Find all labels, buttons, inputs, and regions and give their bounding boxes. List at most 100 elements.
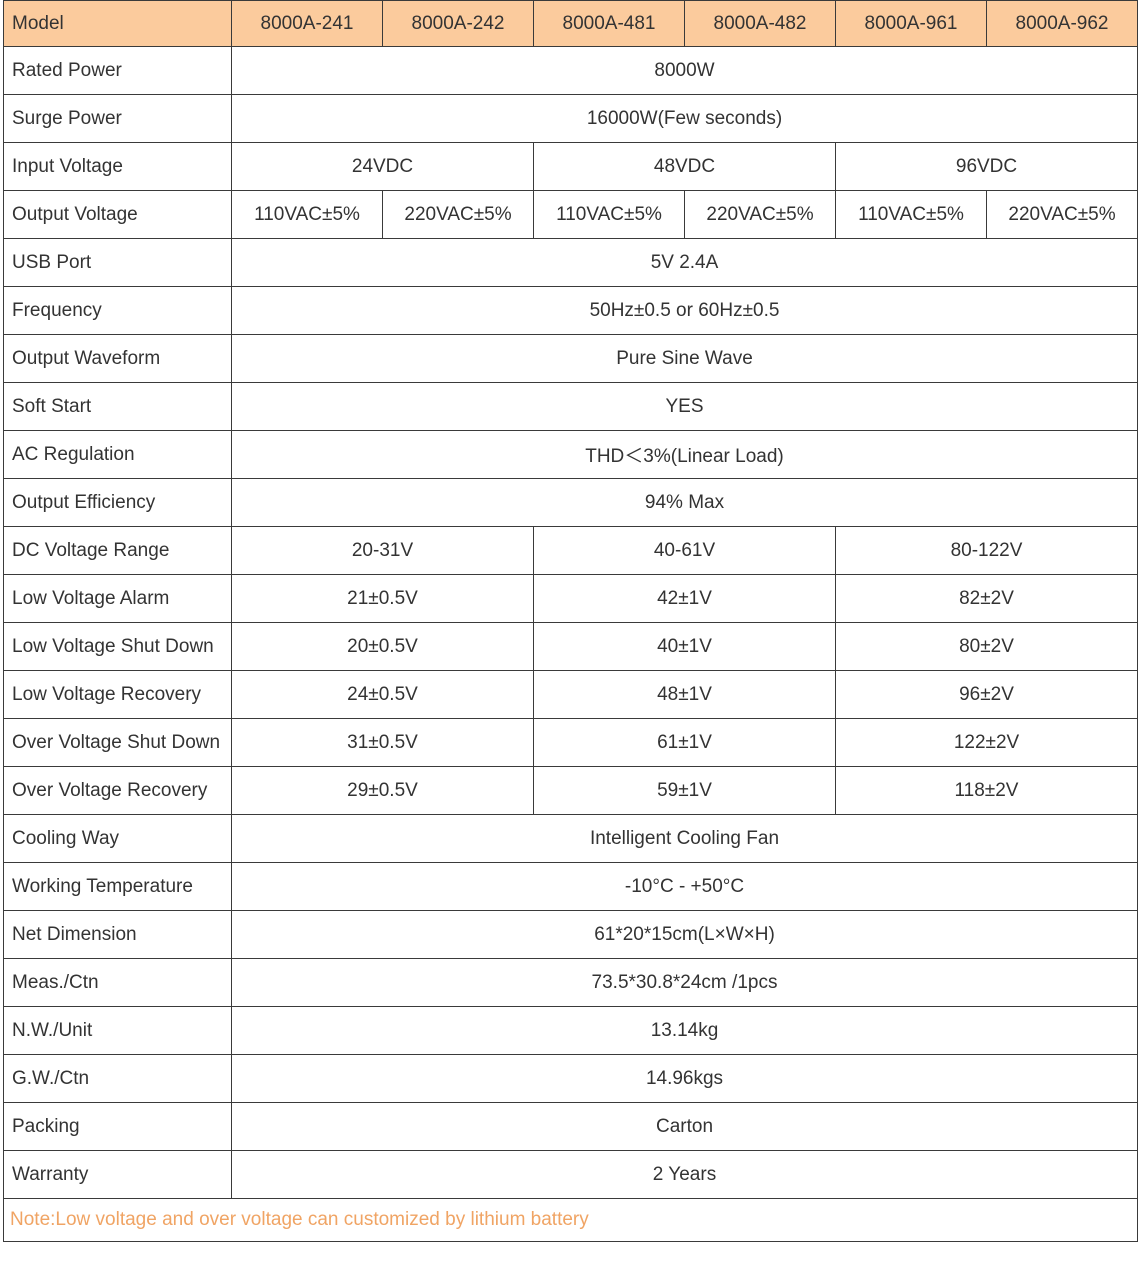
spec-value: 110VAC±5% — [533, 190, 685, 239]
spec-value: 122±2V — [835, 718, 1138, 767]
spec-value: 5V 2.4A — [231, 238, 1138, 287]
spec-value: YES — [231, 382, 1138, 431]
spec-value: 20-31V — [231, 526, 534, 575]
spec-value: 29±0.5V — [231, 766, 534, 815]
spec-row: Over Voltage Shut Down 31±0.5V 61±1V 122±2V — [3, 718, 1138, 767]
spec-label: Input Voltage — [3, 142, 232, 191]
spec-value: 40±1V — [533, 622, 836, 671]
spec-value: 16000W(Few seconds) — [231, 94, 1138, 143]
spec-value: 40-61V — [533, 526, 836, 575]
model-cell: 8000A-961 — [835, 0, 987, 47]
spec-value: 110VAC±5% — [835, 190, 987, 239]
spec-label: Low Voltage Shut Down — [3, 622, 232, 671]
spec-value: 82±2V — [835, 574, 1138, 623]
spec-label: N.W./Unit — [3, 1006, 232, 1055]
spec-value: 20±0.5V — [231, 622, 534, 671]
spec-label: Packing — [3, 1102, 232, 1151]
note: Note:Low voltage and over voltage can cu… — [3, 1198, 1138, 1242]
spec-row: G.W./Ctn 14.96kgs — [3, 1054, 1138, 1103]
spec-row: Output Efficiency 94% Max — [3, 478, 1138, 527]
spec-value: 59±1V — [533, 766, 836, 815]
spec-value: 118±2V — [835, 766, 1138, 815]
spec-label: Warranty — [3, 1150, 232, 1199]
spec-row: Packing Carton — [3, 1102, 1138, 1151]
spec-row: Warranty 2 Years — [3, 1150, 1138, 1199]
spec-value: Carton — [231, 1102, 1138, 1151]
spec-row: Working Temperature -10°C - +50°C — [3, 862, 1138, 911]
spec-row: N.W./Unit 13.14kg — [3, 1006, 1138, 1055]
spec-row: AC Regulation THD＜3%(Linear Load) — [3, 430, 1138, 479]
spec-value: 61±1V — [533, 718, 836, 767]
spec-row: Net Dimension 61*20*15cm(L×W×H) — [3, 910, 1138, 959]
spec-value: 13.14kg — [231, 1006, 1138, 1055]
spec-label: Rated Power — [3, 46, 232, 95]
spec-label: Cooling Way — [3, 814, 232, 863]
spec-value: THD＜3%(Linear Load) — [231, 430, 1138, 479]
model-cell: 8000A-241 — [231, 0, 383, 47]
spec-value: 48VDC — [533, 142, 836, 191]
spec-value: 220VAC±5% — [684, 190, 836, 239]
spec-row: Rated Power 8000W — [3, 46, 1138, 95]
spec-row: USB Port 5V 2.4A — [3, 238, 1138, 287]
spec-table: Model 8000A-241 8000A-242 8000A-481 8000A-48… — [3, 0, 1138, 1242]
spec-value: 21±0.5V — [231, 574, 534, 623]
spec-value: 94% Max — [231, 478, 1138, 527]
spec-row: Meas./Ctn 73.5*30.8*24cm /1pcs — [3, 958, 1138, 1007]
spec-label: Output Voltage — [3, 190, 232, 239]
spec-row: Cooling Way Intelligent Cooling Fan — [3, 814, 1138, 863]
spec-row: Soft Start YES — [3, 382, 1138, 431]
spec-value: Pure Sine Wave — [231, 334, 1138, 383]
spec-value: 96±2V — [835, 670, 1138, 719]
spec-value: 50Hz±0.5 or 60Hz±0.5 — [231, 286, 1138, 335]
spec-value: 61*20*15cm(L×W×H) — [231, 910, 1138, 959]
header-label: Model — [3, 0, 232, 47]
spec-label: Over Voltage Shut Down — [3, 718, 232, 767]
spec-value: 24±0.5V — [231, 670, 534, 719]
spec-label: Low Voltage Alarm — [3, 574, 232, 623]
model-cell: 8000A-962 — [986, 0, 1138, 47]
spec-value: 220VAC±5% — [382, 190, 534, 239]
spec-label: G.W./Ctn — [3, 1054, 232, 1103]
spec-value: 80-122V — [835, 526, 1138, 575]
spec-value: 110VAC±5% — [231, 190, 383, 239]
spec-value: 31±0.5V — [231, 718, 534, 767]
spec-value: 42±1V — [533, 574, 836, 623]
spec-label: Frequency — [3, 286, 232, 335]
spec-label: AC Regulation — [3, 430, 232, 479]
spec-row: Low Voltage Recovery 24±0.5V 48±1V 96±2V — [3, 670, 1138, 719]
spec-value: 73.5*30.8*24cm /1pcs — [231, 958, 1138, 1007]
spec-value: 14.96kgs — [231, 1054, 1138, 1103]
model-cell: 8000A-481 — [533, 0, 685, 47]
spec-value: 8000W — [231, 46, 1138, 95]
spec-label: Output Waveform — [3, 334, 232, 383]
spec-value: 48±1V — [533, 670, 836, 719]
spec-row: Over Voltage Recovery 29±0.5V 59±1V 118±2V — [3, 766, 1138, 815]
model-cell: 8000A-242 — [382, 0, 534, 47]
spec-row: Low Voltage Alarm 21±0.5V 42±1V 82±2V — [3, 574, 1138, 623]
spec-value: 2 Years — [231, 1150, 1138, 1199]
spec-label: Net Dimension — [3, 910, 232, 959]
spec-row: Output Voltage 110VAC±5% 220VAC±5% 110VAC±5… — [3, 190, 1138, 239]
header-row: Model 8000A-241 8000A-242 8000A-481 8000A-48… — [3, 0, 1138, 47]
model-cell: 8000A-482 — [684, 0, 836, 47]
note-row: Note:Low voltage and over voltage can cu… — [3, 1198, 1138, 1242]
spec-label: USB Port — [3, 238, 232, 287]
spec-row: Input Voltage 24VDC 48VDC 96VDC — [3, 142, 1138, 191]
spec-row: Output Waveform Pure Sine Wave — [3, 334, 1138, 383]
spec-label: DC Voltage Range — [3, 526, 232, 575]
spec-value: Intelligent Cooling Fan — [231, 814, 1138, 863]
spec-value: -10°C - +50°C — [231, 862, 1138, 911]
spec-label: Working Temperature — [3, 862, 232, 911]
spec-row: Low Voltage Shut Down 20±0.5V 40±1V 80±2V — [3, 622, 1138, 671]
spec-label: Soft Start — [3, 382, 232, 431]
spec-label: Surge Power — [3, 94, 232, 143]
spec-label: Over Voltage Recovery — [3, 766, 232, 815]
spec-label: Low Voltage Recovery — [3, 670, 232, 719]
spec-value: 220VAC±5% — [986, 190, 1138, 239]
spec-value: 80±2V — [835, 622, 1138, 671]
spec-row: Frequency 50Hz±0.5 or 60Hz±0.5 — [3, 286, 1138, 335]
spec-row: DC Voltage Range 20-31V 40-61V 80-122V — [3, 526, 1138, 575]
spec-label: Output Efficiency — [3, 478, 232, 527]
spec-label: Meas./Ctn — [3, 958, 232, 1007]
